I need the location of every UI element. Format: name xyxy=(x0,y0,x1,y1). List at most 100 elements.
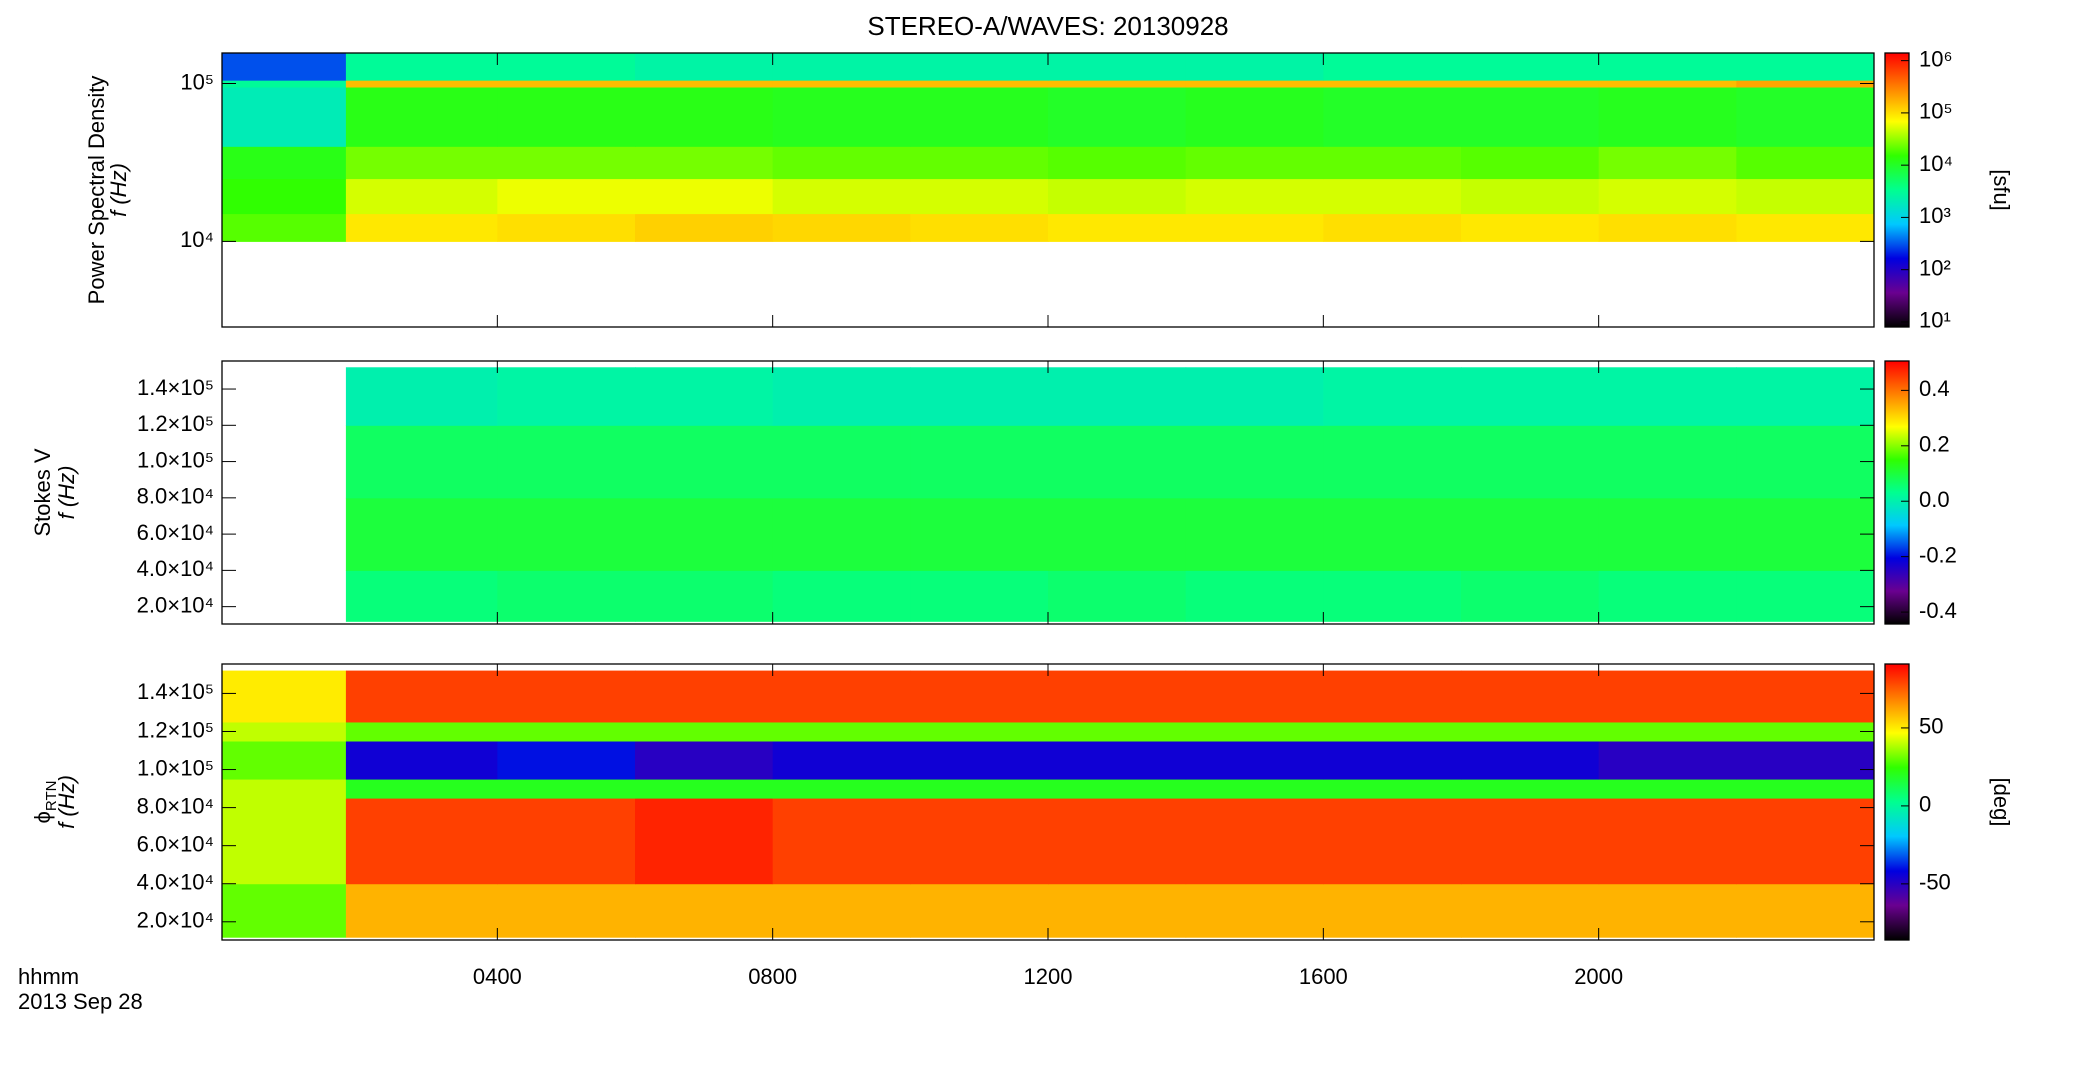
heatmap-cell xyxy=(222,721,347,742)
heatmap-cell xyxy=(345,721,498,742)
heatmap-cell xyxy=(1461,178,1600,215)
colorbar-tick-label: 10² xyxy=(1919,255,1951,280)
colorbar-tick-label: 10⁴ xyxy=(1919,151,1953,176)
heatmap-cell xyxy=(1323,80,1462,88)
heatmap-cell xyxy=(910,798,1049,885)
heatmap-cell xyxy=(1461,670,1600,723)
chart-title: STEREO-A/WAVES: 20130928 xyxy=(867,11,1228,41)
y-tick-label: 2.0×10⁴ xyxy=(137,592,214,617)
y-tick-label: 6.0×10⁴ xyxy=(137,520,214,545)
heatmap-cell xyxy=(497,721,636,742)
heatmap-cell xyxy=(910,213,1049,242)
heatmap-cell xyxy=(1048,570,1187,622)
heatmap-cell xyxy=(1598,367,1737,426)
heatmap-cell xyxy=(497,87,636,147)
heatmap-cell xyxy=(635,779,774,799)
colorbar-tick-label: 10⁵ xyxy=(1919,99,1953,124)
heatmap-cell xyxy=(345,178,498,215)
y-tick-label: 1.2×10⁵ xyxy=(137,411,214,436)
heatmap-cell xyxy=(1323,178,1462,215)
heatmap-cell xyxy=(1185,53,1324,81)
heatmap-cell xyxy=(1185,883,1324,938)
heatmap-cell xyxy=(1185,670,1324,723)
heatmap-cell xyxy=(1598,740,1737,780)
heatmap-cell xyxy=(1185,80,1324,88)
heatmap-cell xyxy=(497,670,636,723)
heatmap-cell xyxy=(1185,87,1324,147)
heatmap-cell xyxy=(1598,883,1737,938)
heatmap-cell xyxy=(772,779,911,799)
heatmap-cell xyxy=(222,779,347,799)
heatmap-cell xyxy=(1461,798,1600,885)
heatmap-cell xyxy=(1598,425,1737,499)
heatmap-cell xyxy=(1736,425,1875,499)
heatmap-cell xyxy=(635,425,774,499)
heatmap-cell xyxy=(1185,721,1324,742)
heatmap-cell xyxy=(1598,53,1737,81)
heatmap-cell xyxy=(1461,570,1600,622)
heatmap-cell xyxy=(772,570,911,622)
heatmap-cell xyxy=(1323,425,1462,499)
heatmap-cell xyxy=(1048,53,1187,81)
heatmap-cell xyxy=(1048,80,1187,88)
heatmap-cell xyxy=(772,53,911,81)
heatmap-cell xyxy=(772,87,911,147)
heatmap-cell xyxy=(1736,670,1875,723)
y-tick-label: 6.0×10⁴ xyxy=(137,831,214,856)
heatmap-cell xyxy=(910,425,1049,499)
colorbar xyxy=(1884,52,1910,328)
heatmap-cell xyxy=(1323,740,1462,780)
heatmap-cell xyxy=(222,178,347,215)
heatmap-cell xyxy=(635,53,774,81)
heatmap-cell xyxy=(1323,883,1462,938)
heatmap-cell xyxy=(345,425,498,499)
y-tick-label: 1.0×10⁵ xyxy=(137,447,214,472)
heatmap-cell xyxy=(497,425,636,499)
colorbar-tick-label: 10¹ xyxy=(1919,308,1951,333)
y-tick-label: 10⁴ xyxy=(180,227,214,252)
heatmap-cell xyxy=(635,178,774,215)
heatmap-cell xyxy=(1736,87,1875,147)
heatmap-cell xyxy=(345,670,498,723)
heatmap-cell xyxy=(345,779,498,799)
heatmap-cell xyxy=(1048,367,1187,426)
heatmap-cell xyxy=(1598,798,1737,885)
heatmap-cell xyxy=(1736,570,1875,622)
heatmap-cell xyxy=(1461,497,1600,571)
heatmap-cell xyxy=(497,779,636,799)
y-tick-label: 1.4×10⁵ xyxy=(137,375,214,400)
colorbar-label: [sfu] xyxy=(1989,169,2014,211)
heatmap-cell xyxy=(1048,779,1187,799)
heatmap-cell xyxy=(772,178,911,215)
heatmap-cell xyxy=(345,80,498,88)
heatmap-cell xyxy=(1598,670,1737,723)
heatmap-cell xyxy=(1736,80,1875,88)
heatmap-cell xyxy=(1048,497,1187,571)
heatmap-cell xyxy=(1048,87,1187,147)
heatmap-cell xyxy=(497,53,636,81)
heatmap-cell xyxy=(1323,87,1462,147)
heatmap-cell xyxy=(1736,883,1875,938)
heatmap-cell xyxy=(345,570,498,622)
y-tick-label: 1.2×10⁵ xyxy=(137,717,214,742)
y-axis-label: f (Hz) xyxy=(54,466,79,520)
heatmap-cell xyxy=(910,721,1049,742)
heatmap-cell xyxy=(345,53,498,81)
heatmap-cell xyxy=(1461,146,1600,180)
heatmap-cell xyxy=(1598,80,1737,88)
heatmap-cell xyxy=(497,213,636,242)
heatmap-cell xyxy=(1461,740,1600,780)
heatmap-cell xyxy=(1598,146,1737,180)
heatmap-cell xyxy=(910,570,1049,622)
colorbar-tick-label: -0.2 xyxy=(1919,542,1957,567)
x-tick-label: 0800 xyxy=(748,964,797,989)
heatmap-cell xyxy=(1323,721,1462,742)
heatmap-cell xyxy=(1598,178,1737,215)
y-tick-label: 4.0×10⁴ xyxy=(137,556,214,581)
heatmap-cell xyxy=(222,213,347,242)
heatmap-cell xyxy=(1185,425,1324,499)
heatmap-cell xyxy=(1185,779,1324,799)
heatmap-cell xyxy=(497,80,636,88)
heatmap-cell xyxy=(1185,740,1324,780)
